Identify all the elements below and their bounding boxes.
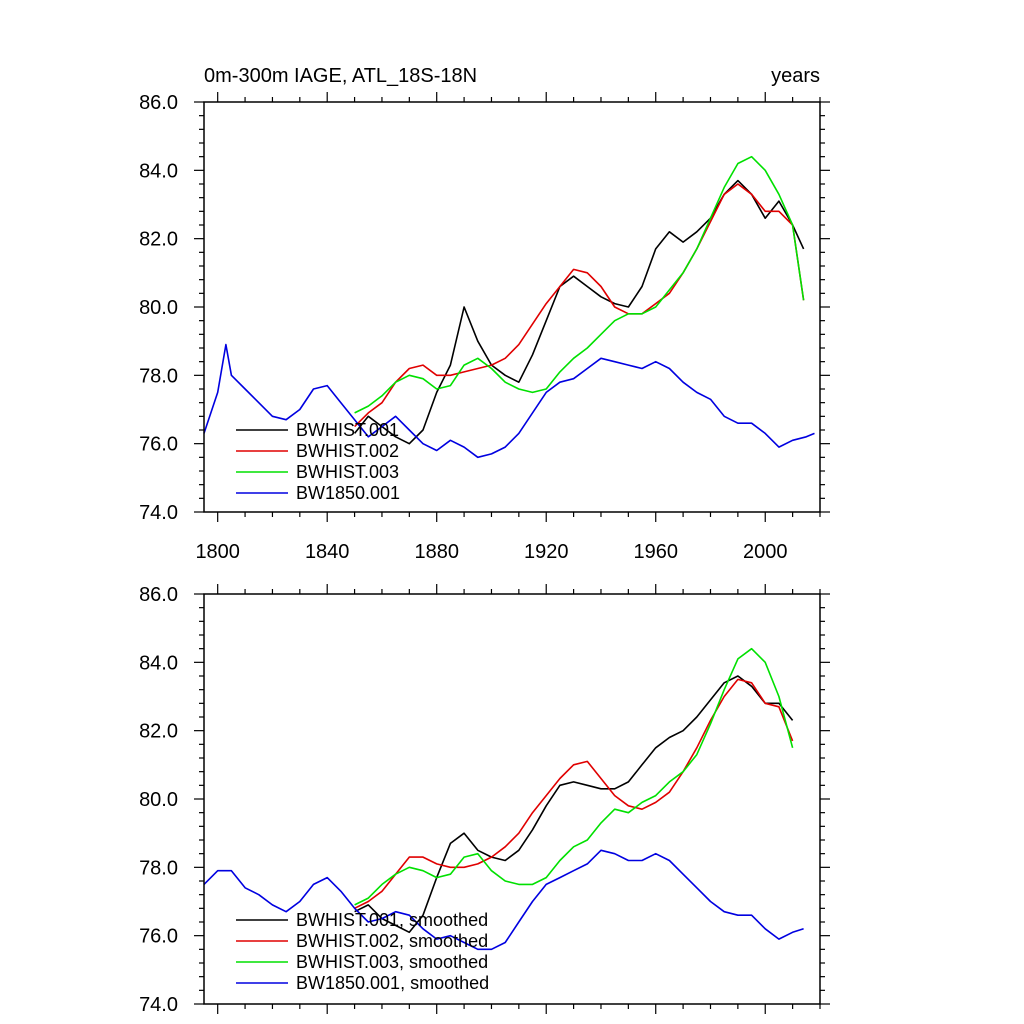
x-tick-label: 2000 (743, 541, 788, 563)
x-tick-label: 1800 (195, 541, 240, 563)
x-tick-label: 1920 (524, 541, 569, 563)
top-panel: 0m-300m IAGE, ATL_18S-18N years 74.0 76.0… (139, 65, 830, 563)
bottom-panel: 74.0 76.0 78.0 80.0 82.0 84.0 86.0 BWHIST.001,… (139, 584, 830, 1016)
legend-label: BW1850.001, smoothed (296, 973, 489, 993)
y-tick-label: 86.0 (139, 584, 178, 606)
legend-label: BW1850.001 (296, 483, 400, 503)
bottom-series-bwhist-003 (354, 647, 794, 906)
x-tick-label: 1960 (633, 541, 678, 563)
legend-label: BWHIST.001, smoothed (296, 910, 488, 930)
bottom-series-bwhist-002 (354, 678, 794, 910)
bottom-series-bwhist-001 (354, 675, 794, 934)
top-panel-ticks: 74.0 76.0 78.0 80.0 82.0 84.0 86.0 1800 1840 1880… (139, 92, 830, 563)
legend-label: BWHIST.003, smoothed (296, 952, 488, 972)
y-tick-label: 86.0 (139, 92, 178, 114)
legend-label: BWHIST.002, smoothed (296, 931, 488, 951)
y-tick-label: 80.0 (139, 789, 178, 811)
top-panel-units: years (771, 65, 820, 87)
legend-label: BWHIST.002 (296, 441, 399, 461)
top-series-bwhist-001 (353, 179, 805, 445)
bottom-panel-frame (203, 593, 821, 1005)
top-panel-title: 0m-300m IAGE, ATL_18S-18N (204, 65, 477, 87)
y-tick-label: 84.0 (139, 160, 178, 182)
x-tick-label: 1880 (414, 541, 459, 563)
y-tick-label: 76.0 (139, 434, 178, 456)
y-tick-label: 82.0 (139, 721, 178, 743)
bottom-series-bw1850-001 (203, 849, 804, 951)
bottom-panel-ticks: 74.0 76.0 78.0 80.0 82.0 84.0 86.0 (139, 584, 830, 1016)
y-tick-label: 78.0 (139, 365, 178, 387)
y-tick-label: 80.0 (139, 297, 178, 319)
top-panel-series (203, 155, 815, 459)
top-series-bwhist-003 (354, 155, 805, 414)
y-tick-label: 76.0 (139, 926, 178, 948)
top-panel-frame (203, 101, 821, 513)
y-tick-label: 78.0 (139, 857, 178, 879)
y-tick-label: 74.0 (139, 502, 178, 524)
legend-label: BWHIST.001 (296, 420, 399, 440)
y-tick-label: 84.0 (139, 652, 178, 674)
x-tick-label: 1840 (305, 541, 350, 563)
legend-label: BWHIST.003 (296, 462, 399, 482)
bottom-panel-series (203, 647, 804, 951)
y-tick-label: 74.0 (139, 994, 178, 1016)
y-tick-label: 82.0 (139, 229, 178, 251)
top-series-bwhist-002 (354, 183, 805, 428)
top-series-bw1850-001 (203, 343, 815, 459)
